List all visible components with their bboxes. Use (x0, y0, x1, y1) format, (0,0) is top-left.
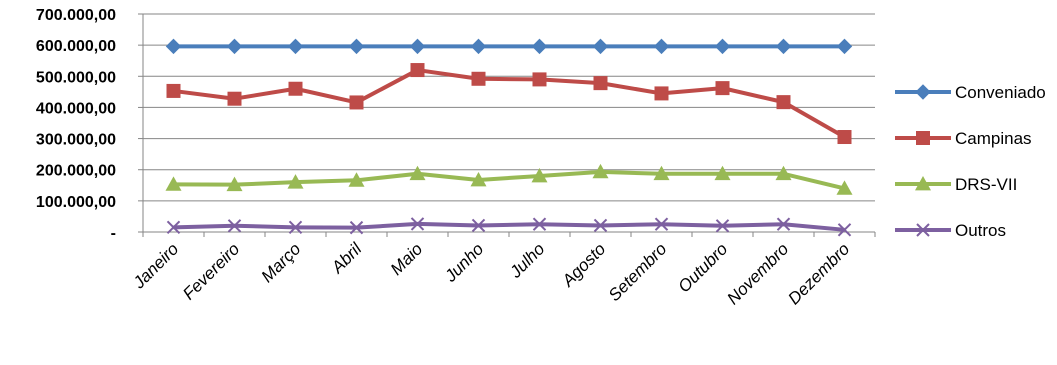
legend: Conveniado Campinas DRS-VII Outros (895, 83, 1046, 240)
series-campinas (166, 63, 852, 145)
data-point-campinas (532, 72, 547, 87)
data-point-conveniado (653, 38, 670, 55)
data-point-campinas (837, 130, 852, 145)
data-point-conveniado (348, 38, 365, 55)
data-point-conveniado (836, 38, 853, 55)
data-point-outros (715, 219, 730, 233)
y-tick-label: 200.000,00 (36, 163, 116, 180)
legend-marker (915, 84, 931, 100)
data-point-outros (227, 219, 242, 233)
data-point-outros (410, 217, 425, 231)
data-point-outros (532, 217, 547, 231)
legend-item-conveniado: Conveniado (895, 83, 1046, 102)
legend-label: Conveniado (955, 83, 1046, 102)
x-tick-label: Junho (440, 239, 487, 286)
data-point-outros (349, 220, 364, 235)
data-point-campinas (654, 86, 669, 101)
series-line-drs-vii (173, 169, 845, 191)
legend-label: Outros (955, 221, 1006, 240)
legend-item-campinas: Campinas (895, 129, 1032, 148)
x-tick-label: Janeiro (129, 239, 183, 293)
data-point-campinas (471, 71, 486, 86)
data-point-campinas (227, 91, 242, 106)
data-point-campinas (593, 76, 608, 91)
x-tick-label: Setembro (605, 239, 671, 305)
legend-item-drs-vii: DRS-VII (895, 175, 1017, 194)
data-point-outros (654, 217, 669, 231)
y-tick-label: 300.000,00 (36, 132, 116, 149)
data-point-outros (837, 223, 852, 237)
legend-marker (915, 176, 931, 191)
legend-marker (916, 131, 930, 145)
data-point-outros (776, 217, 791, 231)
data-point-drs-vii (836, 180, 853, 195)
x-tick-label: Agosto (558, 239, 610, 291)
x-tick-label: Março (257, 239, 304, 286)
data-point-drs-vii (470, 171, 487, 187)
x-tick-label: Novembro (723, 239, 792, 308)
y-tick-label: 100.000,00 (36, 194, 116, 211)
data-point-drs-vii (714, 165, 731, 181)
series-outros (166, 217, 852, 237)
data-point-conveniado (714, 38, 731, 55)
y-tick-label: 700.000,00 (36, 7, 116, 24)
y-tick-label: 600.000,00 (36, 38, 116, 55)
series-line-outros (173, 221, 845, 232)
data-point-campinas (288, 81, 303, 96)
y-tick-label: 500.000,00 (36, 69, 116, 86)
legend-marker (916, 223, 930, 237)
data-point-drs-vii (653, 165, 670, 181)
data-point-outros (471, 218, 486, 233)
series-group (165, 38, 853, 237)
data-point-drs-vii (348, 172, 365, 187)
series-conveniado (165, 38, 853, 55)
data-point-drs-vii (775, 165, 792, 181)
data-point-conveniado (287, 38, 304, 55)
series-drs-vii (165, 163, 853, 195)
data-point-conveniado (470, 38, 487, 55)
data-point-campinas (166, 83, 181, 98)
y-tick-label: - (111, 225, 116, 242)
data-point-outros (288, 220, 303, 235)
axes (138, 13, 876, 237)
x-tick-label: Fevereiro (179, 239, 243, 303)
data-point-drs-vii (409, 165, 426, 181)
data-point-conveniado (165, 38, 182, 55)
data-point-conveniado (775, 38, 792, 55)
data-point-campinas (410, 63, 425, 78)
y-tick-label: 400.000,00 (36, 100, 116, 117)
legend-label: DRS-VII (955, 175, 1017, 194)
data-point-outros (593, 218, 608, 233)
x-tick-label: Dezembro (784, 239, 853, 308)
data-point-campinas (776, 95, 791, 110)
y-axis-ticks: - 100.000,00 200.000,00 300.000,00 400.000,0… (36, 7, 116, 242)
data-point-outros (166, 220, 181, 235)
legend-label: Campinas (955, 129, 1032, 148)
data-point-drs-vii (592, 163, 609, 179)
data-point-campinas (715, 81, 730, 96)
data-point-conveniado (592, 38, 609, 55)
x-tick-label: Julho (505, 239, 548, 282)
legend-item-outros: Outros (895, 221, 1006, 240)
series-line-campinas (173, 68, 846, 139)
data-point-conveniado (226, 38, 243, 55)
data-point-drs-vii (226, 176, 243, 192)
x-tick-label: Maio (387, 239, 426, 278)
data-point-conveniado (531, 38, 548, 55)
data-point-campinas (349, 95, 364, 110)
data-point-conveniado (409, 38, 426, 55)
x-tick-label: Outubro (674, 239, 731, 296)
data-point-drs-vii (287, 174, 304, 189)
x-tick-label: Abril (327, 239, 366, 278)
data-point-drs-vii (165, 176, 182, 191)
data-point-drs-vii (531, 167, 548, 183)
